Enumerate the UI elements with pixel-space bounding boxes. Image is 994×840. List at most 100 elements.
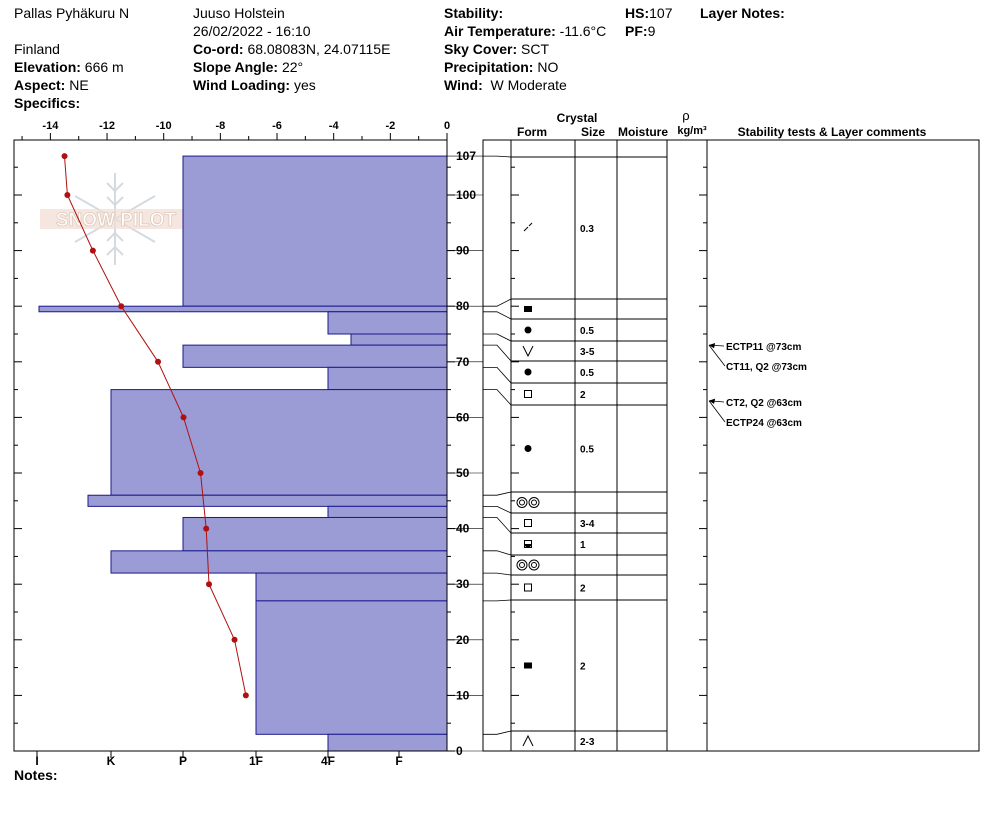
- layer-table-rows: 0.3 0.5 3-5 0.5 2 0.5 3-4 1 2 2 2-3: [483, 155, 667, 748]
- stability-test-1: CT11, Q2 @73cm: [708, 343, 807, 373]
- specifics: Specifics:: [14, 95, 81, 111]
- crystal-form-icon-rounded: [524, 368, 532, 376]
- depth-connector: [483, 366, 512, 384]
- temp-tick-label: -12: [99, 120, 115, 132]
- depth-connector: [483, 155, 512, 158]
- hardness-bar-1: [38, 305, 448, 313]
- elevation: Elevation: 666 m: [14, 59, 124, 75]
- hardness-bar-7: [87, 494, 448, 507]
- crystal-size: 0.5: [580, 368, 594, 379]
- crystal-size: 2: [580, 584, 586, 595]
- depth-connector: [483, 730, 512, 735]
- hardness-tick-label: P: [179, 754, 187, 768]
- hardness-bar-10: [110, 550, 448, 574]
- temperature-point-1: [64, 192, 71, 198]
- depth-connector: [483, 389, 512, 406]
- hardness-bar-3: [350, 333, 448, 346]
- sky-cover: Sky Cover: SCT: [444, 41, 550, 57]
- depth-connector: [483, 491, 512, 496]
- datetime: 26/02/2022 - 16:10: [193, 23, 311, 39]
- svg-text:CT2, Q2 @63cm: CT2, Q2 @63cm: [726, 398, 802, 409]
- depth-connector: [483, 505, 512, 514]
- hardness-bar-12: [255, 600, 448, 735]
- snow-height: HS:107: [625, 5, 673, 21]
- crystal-form-icon-depth_hoar_cup: [522, 734, 534, 747]
- layer-notes: Layer Notes:: [700, 5, 785, 21]
- hardness-bar-5: [327, 366, 448, 391]
- crystal-size: 2-3: [580, 737, 595, 748]
- layer-table-frame: [482, 139, 980, 752]
- crystal-form-icon-melt_forms: [516, 497, 540, 508]
- hardness-axis: I K P 1F 4F F: [35, 751, 403, 768]
- temp-tick-label: -6: [272, 120, 282, 132]
- crystal-form-icon-faceted: [524, 519, 532, 527]
- crystal-header: Crystal: [557, 111, 598, 125]
- stability: Stability:: [444, 5, 504, 21]
- depth-connector: [483, 344, 512, 362]
- hardness-bar-4: [182, 344, 448, 368]
- svg-text:ECTP24 @63cm: ECTP24 @63cm: [726, 418, 802, 429]
- hardness-bar-2: [327, 311, 448, 335]
- hardness-layers: [38, 155, 448, 752]
- country: Finland: [14, 41, 60, 57]
- crystal-form-icon-faceted: [524, 390, 532, 398]
- hardness-tick-label: I: [35, 754, 38, 768]
- aspect: Aspect: NE: [14, 77, 89, 93]
- temp-tick-label: -2: [385, 120, 395, 132]
- hardness-bar-9: [182, 516, 448, 552]
- precipitation: Precipitation: NO: [444, 59, 559, 75]
- temp-tick-label: -4: [329, 120, 340, 132]
- air-temperature: Air Temperature: -11.6°C: [444, 23, 607, 39]
- hardness-bar-0: [182, 155, 448, 307]
- comments-header: Stability tests & Layer comments: [738, 125, 927, 139]
- density-unit: kg/m³: [677, 125, 707, 137]
- crystal-size: 2: [580, 662, 586, 673]
- temperature-point-10: [242, 692, 249, 699]
- notes: Notes:: [14, 767, 58, 783]
- density-symbol: ρ: [682, 108, 689, 123]
- depth-connector: [483, 517, 512, 534]
- stability-test-3: ECTP24 @63cm: [708, 398, 802, 429]
- depth-connector: [483, 599, 512, 602]
- size-header: Size: [581, 125, 605, 139]
- temperature-point-5: [180, 414, 187, 421]
- crystal-size: 0.5: [580, 326, 594, 337]
- wind: Wind: W Moderate: [444, 77, 567, 93]
- depth-connector: [483, 311, 512, 320]
- stability-test-2: CT2, Q2 @63cm: [708, 398, 802, 409]
- temperature-point-7: [203, 525, 210, 532]
- hardness-tick-label: F: [395, 754, 402, 768]
- temperature-point-8: [206, 581, 213, 588]
- temp-tick-label: -14: [42, 120, 59, 132]
- snowpilot-logo: SNOW PILOT: [40, 173, 192, 265]
- crystal-size: 1: [580, 540, 586, 551]
- svg-text:ECTP11 @73cm: ECTP11 @73cm: [726, 342, 801, 353]
- moisture-header: Moisture: [618, 125, 668, 139]
- hardness-bar-11: [255, 572, 448, 602]
- temperature-axis: -14 -12 -10 -8 -6 -4 -2 0: [21, 120, 450, 140]
- temperature-point-3: [118, 303, 125, 310]
- hardness-tick-label: 4F: [321, 754, 335, 768]
- depth-connector: [483, 333, 512, 342]
- temperature-point-0: [61, 153, 68, 160]
- hardness-tick-label: 1F: [249, 754, 263, 768]
- slope-angle: Slope Angle: 22°: [193, 59, 304, 75]
- crystal-form-icon-mf: [524, 306, 532, 312]
- wind-loading: Wind Loading: yes: [193, 77, 316, 93]
- crystal-size: 3-4: [580, 519, 595, 530]
- temperature-points: [61, 153, 249, 699]
- crystal-form-icon-decomposing: [523, 222, 533, 232]
- crystal-size: 3-5: [580, 347, 595, 358]
- crystal-size: 0.5: [580, 445, 594, 456]
- hardness-tick-label: K: [107, 754, 116, 768]
- crystal-form-icon-rounded: [524, 326, 532, 334]
- temp-tick-label: -10: [156, 120, 172, 132]
- form-header: Form: [517, 125, 547, 139]
- stability-test-0: ECTP11 @73cm: [708, 342, 801, 353]
- penetration-foot: PF:9: [625, 23, 656, 39]
- depth-connector: [483, 298, 512, 307]
- hardness-bar-8: [327, 505, 448, 518]
- crystal-form-icon-rounded: [524, 445, 532, 452]
- hardness-bar-13: [327, 733, 448, 752]
